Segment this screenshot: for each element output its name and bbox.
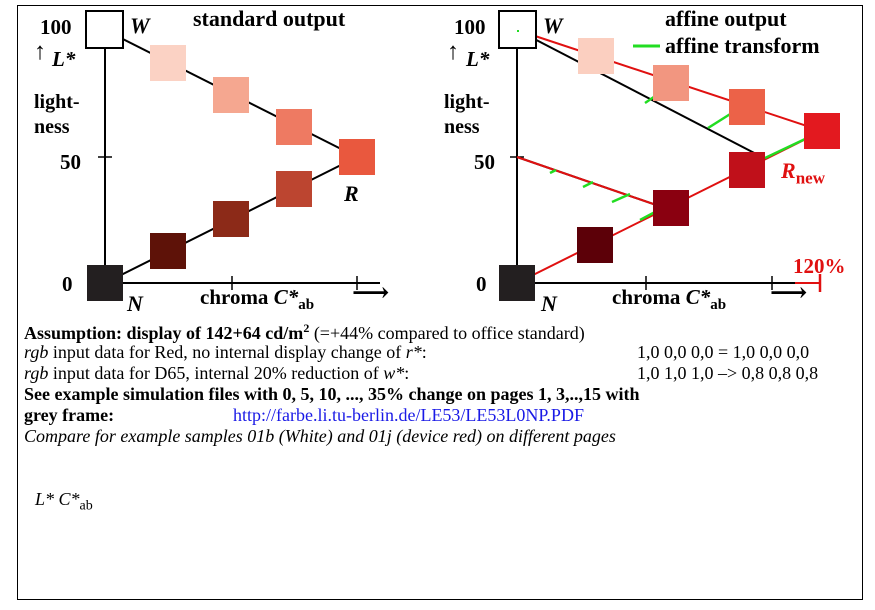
right-axis-symbol: L* [466,47,490,71]
left-y-tick-50: 50 [60,150,81,174]
left-lower-sample-3 [276,171,312,207]
left-panel [85,10,380,301]
right-title: affine output [665,6,787,31]
right-red-label-sub: new [795,168,825,188]
d65-input-values: 1,0 1,0 1,0 –> 0,8 0,8 0,8 [637,363,819,383]
red-input-line: rgb input data for Red, no internal disp… [24,343,427,361]
example-files-line: See example simulation files with 0, 5, … [24,384,640,404]
percent-label: 120% [793,254,846,278]
left-x-axis-text: chroma [200,285,274,309]
left-lower-sample-2 [213,201,249,237]
right-x-axis-text: chroma [612,285,686,309]
right-white-label: W [543,13,563,38]
left-x-arrow: ⟶ [352,278,390,307]
right-y-tick-0: 0 [476,272,487,296]
right-up-arrow: ↑ [447,39,459,65]
assumption-sup: 2 [303,321,310,335]
left-x-axis-label: chroma C*ab [200,287,314,313]
left-upper-sample-3 [276,109,312,145]
right-y-tick-100: 100 [454,15,486,39]
left-white-square [85,10,124,49]
right-lower-sample-2 [653,190,689,226]
legend-text: affine transform [665,33,820,58]
right-y-tick-50: 50 [474,150,495,174]
compare-line: Compare for example samples 01b (White) … [24,426,616,446]
left-y-tick-100: 100 [40,15,72,39]
red-input-colon: : [421,342,427,362]
footer-subscript: ab [79,498,93,514]
left-up-arrow: ↑ [34,39,46,65]
right-white-square [498,10,537,49]
page-frame [17,5,863,600]
right-x-arrow: ⟶ [770,278,808,307]
left-y-tick-0: 0 [62,272,73,296]
d65-input-line: rgb input data for D65, internal 20% red… [24,364,409,382]
d65-input-rgb: rgb [24,363,49,383]
left-x-axis-symbol: C* [273,285,299,309]
right-black-label: N [541,291,557,316]
left-white-label: W [130,13,150,38]
right-axis-label-1: light- [444,91,490,113]
lightness-chroma-diagrams [85,10,840,301]
right-upper-black-line [516,29,763,158]
left-upper-sample-2 [213,77,249,113]
left-upper-sample-1 [150,45,186,81]
d65-input-colon: : [404,363,410,383]
grey-frame-label: grey frame: [24,405,115,425]
red-input-rgb: rgb [24,342,49,362]
right-upper-sample-3 [729,89,765,125]
left-axis-symbol: L* [52,47,76,71]
right-green-dot [517,30,519,32]
left-title: standard output [193,6,346,31]
right-x-axis-subscript: ab [710,297,727,314]
red-input-values: 1,0 0,0 0,0 = 1,0 0,0 0,0 [637,342,810,362]
left-black-square [87,265,123,301]
left-x-axis-subscript: ab [298,297,315,314]
right-upper-sample-1 [578,38,614,74]
pdf-link[interactable]: http://farbe.li.tu-berlin.de/LE53/LE53L0… [233,405,584,425]
affine-segment-7 [611,192,631,204]
right-panel [498,10,840,301]
red-input-symbol: r* [405,342,422,362]
left-black-label: N [127,291,143,316]
right-lower-sample-1 [577,227,613,263]
right-red-label-main: R [781,158,796,183]
affine-segment-6 [582,180,594,189]
assumption-rest: (=+44% compared to office standard) [309,323,585,343]
left-axis-label-1: light- [34,91,80,113]
footer-label: L* C*ab [35,490,93,514]
right-x-axis-label: chroma C*ab [612,287,726,313]
affine-segment-5 [549,168,557,175]
right-black-square [499,265,535,301]
assumption-line: Assumption: display of 142+64 cd/m2 (=+4… [24,322,585,342]
right-upper-sample-2 [653,65,689,101]
d65-input-symbol: w* [383,363,405,383]
left-axis-label-2: ness [34,116,70,138]
left-red-label: R [344,181,359,206]
left-red-sample [339,139,375,175]
right-lower-sample-3 [729,152,765,188]
right-axis-label-2: ness [444,116,480,138]
right-x-axis-symbol: C* [685,285,711,309]
right-red-sample [804,113,840,149]
right-red-label: Rnew [781,158,825,188]
red-input-text: input data for Red, no internal display … [48,342,406,362]
assumption-bold: Assumption: display of 142+64 cd/m [24,323,304,343]
d65-input-text: input data for D65, internal 20% reducti… [48,363,384,383]
left-lower-sample-1 [150,233,186,269]
footer-symbol: L* C* [35,489,80,509]
